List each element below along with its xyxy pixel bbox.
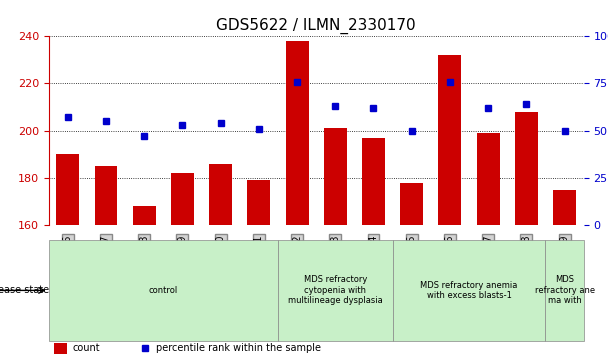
Bar <box>209 164 232 225</box>
Bar <box>362 138 385 225</box>
Text: control: control <box>149 286 178 295</box>
Bar <box>477 133 500 225</box>
Title: GDS5622 / ILMN_2330170: GDS5622 / ILMN_2330170 <box>216 17 416 33</box>
Text: MDS refractory
cytopenia with
multilineage dysplasia: MDS refractory cytopenia with multilinea… <box>288 276 382 305</box>
Bar <box>553 189 576 225</box>
Bar <box>515 112 538 225</box>
Bar <box>171 173 194 225</box>
Bar <box>324 128 347 225</box>
Bar <box>54 343 67 354</box>
Bar <box>57 154 79 225</box>
FancyBboxPatch shape <box>393 240 545 341</box>
Bar <box>286 41 308 225</box>
Text: MDS refractory anemia
with excess blasts-1: MDS refractory anemia with excess blasts… <box>420 281 518 300</box>
Text: disease state: disease state <box>0 285 49 295</box>
FancyBboxPatch shape <box>545 240 584 341</box>
Bar <box>133 206 156 225</box>
Bar <box>247 180 271 225</box>
Bar <box>400 183 423 225</box>
FancyBboxPatch shape <box>49 240 278 341</box>
Text: count: count <box>73 343 100 354</box>
Text: MDS
refractory ane
ma with: MDS refractory ane ma with <box>534 276 595 305</box>
FancyBboxPatch shape <box>278 240 393 341</box>
Bar <box>94 166 117 225</box>
Bar <box>438 55 461 225</box>
Text: percentile rank within the sample: percentile rank within the sample <box>156 343 320 354</box>
